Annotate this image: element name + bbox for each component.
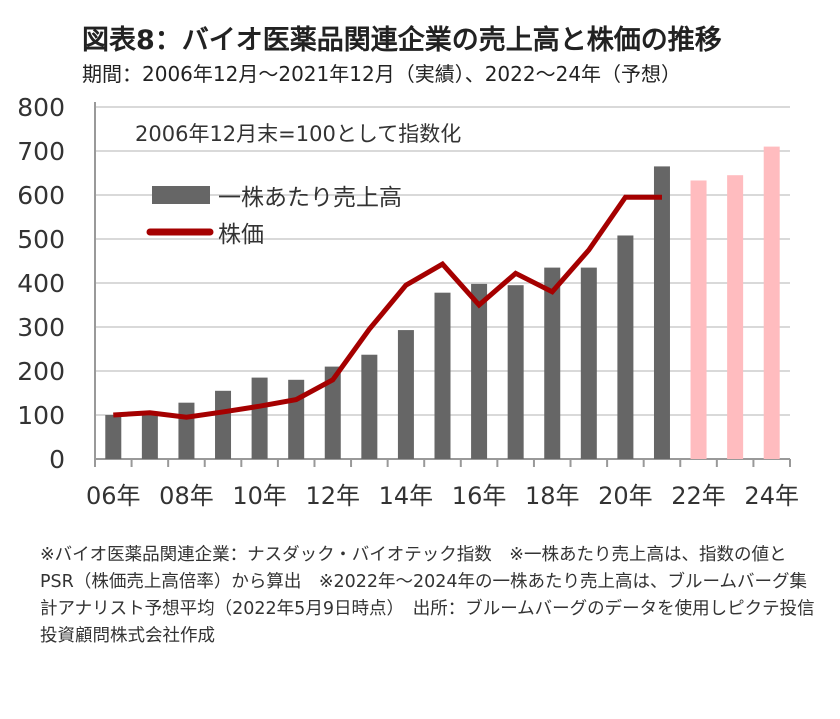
- x-tick-label: 06年: [86, 482, 141, 510]
- y-tick-label: 300: [17, 313, 65, 342]
- bar-2020: [617, 235, 634, 459]
- legend-bar-swatch: [152, 186, 210, 204]
- chart: 0 100 200 300 400 500 600 700 800 06年 08年 10年 12年 14年…: [17, 93, 799, 510]
- x-tick-label: 20年: [598, 482, 653, 510]
- x-tick-label: 10年: [232, 482, 287, 510]
- x-tick-label: 18年: [525, 482, 580, 510]
- y-tick-label: 200: [17, 357, 65, 386]
- bar-2007: [141, 411, 158, 459]
- legend-label-sales: 一株あたり売上高: [218, 185, 402, 211]
- bar-2017: [507, 285, 524, 459]
- bar-2015: [434, 292, 451, 459]
- footnote: ※バイオ医薬品関連企業：ナスダック・バイオテック指数 ※一株あたり売上高は、指数…: [40, 545, 815, 646]
- bar-2013: [361, 354, 378, 459]
- bar-2016: [471, 283, 488, 459]
- chart-subtitle: 期間：2006年12月～2021年12月（実績）、2022～24年（予想）: [82, 62, 682, 86]
- bar-2024: [763, 146, 780, 459]
- y-tick-label: 100: [17, 401, 65, 430]
- bar-2012: [324, 366, 341, 459]
- bar-2022: [690, 180, 707, 460]
- x-tick-label: 22年: [671, 482, 726, 510]
- x-tick-label: 14年: [379, 482, 434, 510]
- bar-2006: [105, 415, 122, 459]
- bar-2008: [178, 402, 195, 459]
- bar-2010: [251, 377, 268, 459]
- y-tick-label: 600: [17, 181, 65, 210]
- chart-title: 図表8：バイオ医薬品関連企業の売上高と株価の推移: [82, 25, 722, 56]
- x-tick-label: 24年: [744, 482, 799, 510]
- bar-2021: [653, 166, 670, 459]
- y-tick-label: 400: [17, 269, 65, 298]
- x-tick-label: 12年: [305, 482, 360, 510]
- x-tick-label: 08年: [159, 482, 214, 510]
- y-tick-label: 500: [17, 225, 65, 254]
- chart-annotation: 2006年12月末=100として指数化: [135, 122, 461, 146]
- bar-2014: [397, 330, 414, 459]
- bar-2009: [215, 390, 232, 459]
- legend-label-price: 株価: [218, 222, 264, 248]
- bar-2019: [580, 267, 597, 459]
- bar-2011: [288, 379, 305, 459]
- bar-2023: [727, 175, 744, 459]
- bar-2018: [544, 267, 561, 459]
- x-tick-label: 16年: [452, 482, 507, 510]
- y-tick-label: 800: [17, 93, 65, 122]
- y-tick-label: 700: [17, 137, 65, 166]
- line-series-stock-price: [113, 194, 662, 420]
- y-tick-label: 0: [49, 445, 65, 474]
